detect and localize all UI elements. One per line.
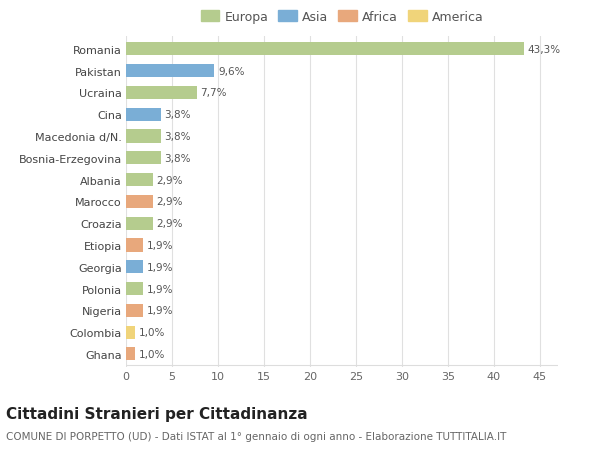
Text: 1,9%: 1,9%: [147, 262, 173, 272]
Bar: [126, 65, 214, 78]
Bar: [126, 326, 135, 339]
Text: 3,8%: 3,8%: [164, 132, 191, 142]
Bar: [126, 43, 524, 56]
Text: 9,6%: 9,6%: [218, 67, 244, 77]
Text: COMUNE DI PORPETTO (UD) - Dati ISTAT al 1° gennaio di ogni anno - Elaborazione T: COMUNE DI PORPETTO (UD) - Dati ISTAT al …: [6, 431, 506, 442]
Bar: [126, 87, 197, 100]
Text: Cittadini Stranieri per Cittadinanza: Cittadini Stranieri per Cittadinanza: [6, 406, 308, 421]
Bar: [126, 196, 152, 208]
Bar: [126, 261, 143, 274]
Bar: [126, 217, 152, 230]
Legend: Europa, Asia, Africa, America: Europa, Asia, Africa, America: [200, 11, 484, 24]
Text: 1,9%: 1,9%: [147, 306, 173, 316]
Bar: [126, 108, 161, 122]
Text: 2,9%: 2,9%: [157, 218, 183, 229]
Text: 7,7%: 7,7%: [200, 88, 227, 98]
Bar: [126, 239, 143, 252]
Text: 1,0%: 1,0%: [139, 327, 165, 337]
Text: 43,3%: 43,3%: [527, 45, 561, 55]
Text: 1,9%: 1,9%: [147, 241, 173, 251]
Text: 2,9%: 2,9%: [157, 175, 183, 185]
Text: 1,9%: 1,9%: [147, 284, 173, 294]
Text: 1,0%: 1,0%: [139, 349, 165, 359]
Text: 3,8%: 3,8%: [164, 110, 191, 120]
Bar: [126, 152, 161, 165]
Bar: [126, 347, 135, 361]
Text: 2,9%: 2,9%: [157, 197, 183, 207]
Bar: [126, 130, 161, 143]
Bar: [126, 174, 152, 187]
Bar: [126, 304, 143, 317]
Text: 3,8%: 3,8%: [164, 153, 191, 163]
Bar: [126, 282, 143, 296]
